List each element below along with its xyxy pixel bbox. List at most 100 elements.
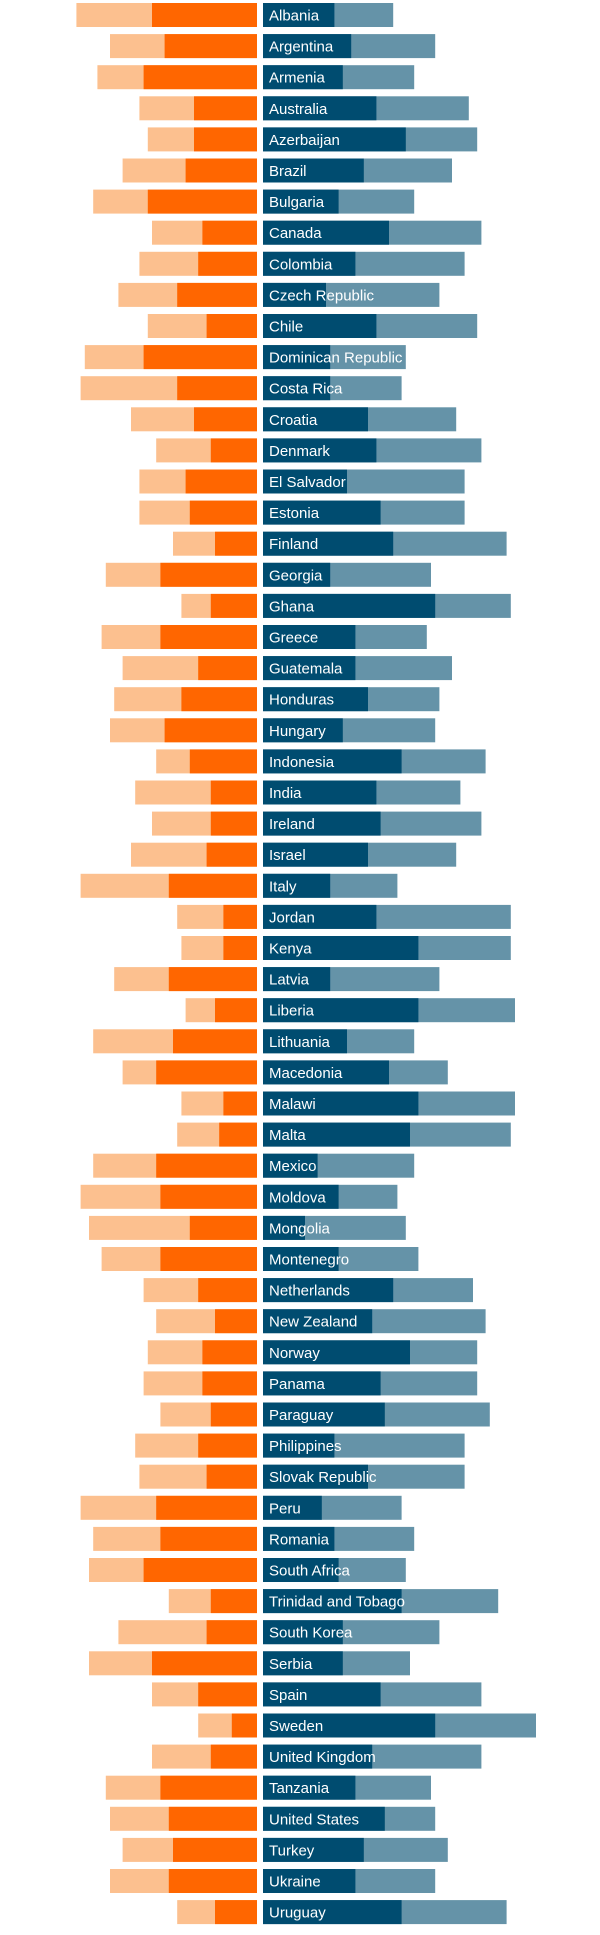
category-label-moldova: Moldova: [269, 1189, 326, 1206]
category-label-south-africa: South Africa: [269, 1563, 351, 1580]
category-label-trinidad-and-tobago: Trinidad and Tobago: [269, 1594, 405, 1611]
bar-left-dark-india: [210, 780, 257, 805]
category-label-honduras: Honduras: [269, 692, 334, 709]
bar-left-dark-bulgaria: [147, 189, 257, 214]
category-label-canada: Canada: [269, 225, 322, 242]
bar-right-dark-azerbaijan: [263, 127, 406, 152]
category-label-australia: Australia: [269, 101, 328, 118]
bar-right-dark-georgia: [263, 562, 331, 587]
bar-left-dark-romania: [160, 1526, 257, 1551]
bar-right-dark-bulgaria: [263, 189, 339, 214]
bar-left-dark-mexico: [156, 1153, 257, 1178]
category-label-albania: Albania: [269, 8, 320, 25]
bar-left-dark-south-korea: [206, 1620, 257, 1645]
bar-right-dark-indonesia: [263, 749, 402, 774]
bar-left-dark-ukraine: [168, 1869, 257, 1893]
category-label-ukraine: Ukraine: [269, 1874, 321, 1891]
bar-right-dark-panama: [263, 1371, 381, 1396]
bar-left-dark-colombia: [198, 251, 257, 276]
bar-right-dark-greece: [263, 625, 356, 649]
bar-right-dark-armenia: [263, 65, 343, 90]
bar-left-dark-brazil: [185, 158, 257, 183]
bar-right-dark-trinidad-and-tobago: [263, 1589, 402, 1614]
bar-left-dark-argentina: [164, 34, 257, 59]
bar-right-dark-romania: [263, 1526, 335, 1551]
bar-left-dark-south-africa: [143, 1558, 257, 1582]
bar-left-dark-greece: [160, 625, 257, 649]
category-label-estonia: Estonia: [269, 505, 320, 522]
bar-left-dark-norway: [202, 1340, 257, 1365]
category-label-macedonia: Macedonia: [269, 1065, 343, 1082]
bar-left-dark-panama: [202, 1371, 257, 1396]
bar-left-dark-canada: [202, 220, 257, 245]
bar-right-dark-india: [263, 780, 377, 805]
bar-left-dark-macedonia: [156, 1060, 257, 1085]
bar-left-dark-indonesia: [189, 749, 257, 774]
category-label-italy: Italy: [269, 878, 297, 895]
bar-right-dark-south-korea: [263, 1620, 343, 1645]
bar-left-dark-el-salvador: [185, 469, 257, 494]
bar-right-dark-italy: [263, 873, 331, 898]
bar-right-dark-tanzania: [263, 1775, 356, 1800]
bar-left-dark-czech-republic: [177, 282, 257, 307]
category-label-finland: Finland: [269, 536, 318, 553]
bar-left-dark-slovak-republic: [206, 1464, 257, 1489]
bar-right-dark-ireland: [263, 811, 381, 836]
bar-left-dark-kenya: [223, 936, 257, 960]
bar-right-dark-kenya: [263, 936, 419, 960]
bar-left-dark-ireland: [210, 811, 257, 836]
bar-left-dark-new-zealand: [215, 1309, 257, 1334]
bar-right-dark-norway: [263, 1340, 410, 1365]
bar-right-dark-costa-rica: [263, 376, 331, 401]
bar-right-dark-uruguay: [263, 1900, 402, 1925]
bar-right-dark-liberia: [263, 998, 419, 1023]
category-label-spain: Spain: [269, 1687, 307, 1704]
category-label-malawi: Malawi: [269, 1096, 316, 1113]
category-label-colombia: Colombia: [269, 256, 333, 273]
category-label-indonesia: Indonesia: [269, 754, 335, 771]
bar-left-dark-mongolia: [189, 1215, 257, 1240]
bar-right-dark-sweden: [263, 1713, 436, 1738]
category-label-uruguay: Uruguay: [269, 1905, 326, 1922]
bar-right-dark-hungary: [263, 718, 343, 743]
category-label-czech-republic: Czech Republic: [269, 287, 375, 304]
bar-right-dark-spain: [263, 1682, 381, 1707]
bar-right-dark-albania: [263, 3, 335, 27]
bar-left-dark-lithuania: [173, 1029, 257, 1054]
bar-left-dark-spain: [198, 1682, 257, 1707]
category-label-united-kingdom: United Kingdom: [269, 1749, 376, 1766]
bar-left-dark-malawi: [223, 1091, 257, 1116]
bar-right-dark-finland: [263, 531, 394, 556]
category-label-azerbaijan: Azerbaijan: [269, 132, 340, 149]
bar-left-dark-dominican-republic: [143, 345, 257, 370]
bar-left-dark-hungary: [164, 718, 257, 743]
bar-right-dark-lithuania: [263, 1029, 347, 1054]
category-label-bulgaria: Bulgaria: [269, 194, 325, 211]
bar-right-dark-australia: [263, 96, 377, 121]
bar-left-dark-jordan: [223, 904, 257, 929]
bar-left-dark-united-states: [168, 1806, 257, 1831]
category-label-romania: Romania: [269, 1531, 330, 1548]
category-label-paraguay: Paraguay: [269, 1407, 334, 1424]
bar-right-dark-el-salvador: [263, 469, 347, 494]
bar-left-dark-netherlands: [198, 1278, 257, 1303]
bar-right-dark-turkey: [263, 1837, 364, 1862]
category-label-philippines: Philippines: [269, 1438, 342, 1455]
bar-left-dark-guatemala: [198, 656, 257, 681]
category-label-montenegro: Montenegro: [269, 1252, 349, 1269]
bar-left-dark-albania: [152, 3, 257, 27]
bar-right-dark-estonia: [263, 500, 381, 525]
bar-left-dark-italy: [168, 873, 257, 898]
bar-left-dark-peru: [156, 1495, 257, 1520]
category-label-new-zealand: New Zealand: [269, 1314, 357, 1331]
bar-left-dark-uruguay: [215, 1900, 257, 1925]
bar-left-dark-israel: [206, 842, 257, 867]
category-label-georgia: Georgia: [269, 567, 323, 584]
bar-right-dark-colombia: [263, 251, 356, 276]
category-label-turkey: Turkey: [269, 1842, 315, 1859]
category-label-dominican-republic: Dominican Republic: [269, 350, 403, 367]
bar-left-dark-liberia: [215, 998, 257, 1023]
category-label-norway: Norway: [269, 1345, 320, 1362]
bar-right-dark-paraguay: [263, 1402, 385, 1427]
category-label-el-salvador: El Salvador: [269, 474, 346, 491]
